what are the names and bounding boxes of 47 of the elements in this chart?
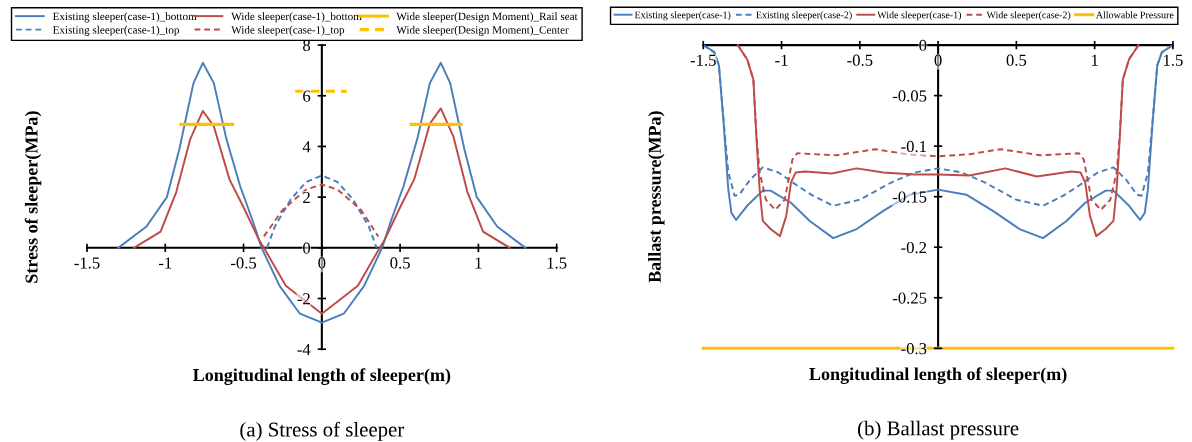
y-tick-label: 0 (303, 242, 311, 254)
text: (a) Stress of sleeper (240, 421, 405, 441)
y-tick-label: 6 (303, 90, 311, 102)
x-tick-label: 1.5 (1163, 54, 1183, 66)
legend-label: Wide sleeper(Design Moment)_Center (396, 25, 569, 36)
x-tick-label: 0.5 (390, 257, 410, 269)
legend-label: Wide sleeper(case-1) (877, 11, 962, 21)
x-tick-label: 1 (1091, 54, 1098, 66)
line-series (117, 61, 527, 324)
legend-label: Existing sleeper(case-1)_bottom (52, 12, 197, 23)
legend-label: Existing sleeper(case-1)_top (52, 25, 179, 36)
y-tick-label: -0.05 (892, 90, 927, 102)
x-tick-label: 0 (934, 54, 942, 66)
text: (b) Ballast pressure (858, 420, 1019, 440)
y-tick-label: 4 (302, 141, 311, 153)
y-tick-label: -4 (297, 343, 311, 355)
y-tick-label: 0 (919, 39, 927, 52)
x-tick-label: -0.5 (847, 54, 873, 66)
x-tick-label: -0.5 (230, 257, 257, 269)
x-tick-label: -1 (775, 54, 788, 66)
legend-label: Wide sleeper(case-2) (986, 11, 1071, 21)
x-axis-title: Longitudinal length of sleeper(m) (809, 367, 1067, 384)
y-tick-label: -2 (297, 293, 310, 305)
y-tick-label: 2 (303, 191, 310, 203)
x-tick-label: -1.5 (74, 257, 100, 269)
legend-label: Existing sleeper(case-1) (634, 11, 731, 21)
x-tick-label: 0 (318, 257, 326, 269)
y-tick-label: -0.2 (901, 241, 927, 254)
y-tick-label: -0.1 (901, 140, 926, 153)
legend-label: Allowable Pressure (1095, 11, 1174, 19)
legend-label: Existing sleeper(case-2) (756, 11, 852, 21)
x-tick-label: -1.5 (690, 54, 716, 66)
y-tick-label: -0.25 (892, 292, 927, 304)
x-tick-label: -1 (158, 257, 172, 269)
legend-label: Wide sleeper(case-1)_top (231, 25, 345, 36)
y-axis-title: Stress of sleeper(MPa) (24, 111, 42, 283)
y-axis-title: Ballast pressure(MPa) (648, 111, 665, 283)
legend-label: Wide sleeper(case-1)_bottom (231, 12, 362, 23)
line-series (133, 107, 511, 315)
line-series (262, 183, 380, 238)
legend-label: Wide sleeper(Design Moment)_Rail seat (396, 12, 578, 23)
x-tick-label: 1 (475, 257, 482, 269)
y-tick-label: -0.15 (892, 191, 927, 203)
x-axis-title: Longitudinal length of sleeper(m) (193, 368, 451, 385)
x-tick-label: 0.5 (1006, 54, 1027, 66)
x-tick-label: 1.5 (547, 257, 567, 269)
y-tick-label: -0.3 (901, 343, 927, 355)
